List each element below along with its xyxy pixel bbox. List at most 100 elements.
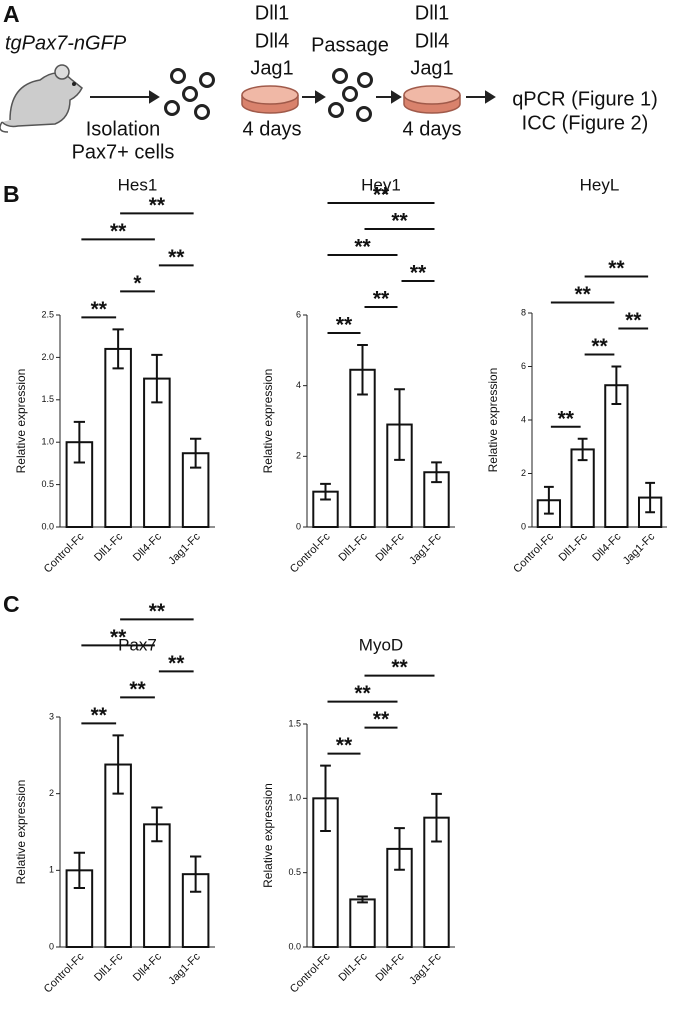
y-tick-label: 1.5 <box>41 394 54 404</box>
y-tick-label: 2 <box>49 788 54 798</box>
y-tick-label: 4 <box>296 380 301 390</box>
step-label: Pax7+ cells <box>72 141 175 163</box>
x-tick-label: Jag1-Fc <box>621 530 658 567</box>
significance-label: ** <box>91 298 108 321</box>
significance-label: ** <box>91 704 108 727</box>
bar <box>104 347 132 529</box>
x-tick-label: Dll1-Fc <box>337 950 370 983</box>
panel-label: B <box>3 181 20 207</box>
error-bar <box>151 806 163 843</box>
significance-label: ** <box>391 210 408 233</box>
step-label: Isolation <box>86 118 161 140</box>
bar <box>104 763 132 948</box>
error-bar <box>320 764 331 833</box>
error-bar <box>320 482 331 501</box>
chart-title: HeyL <box>580 175 620 194</box>
panel-label: C <box>3 591 20 617</box>
significance-label: ** <box>168 652 185 675</box>
significance-label: * <box>133 272 142 295</box>
error-bar <box>394 827 405 871</box>
x-tick-label: Dll4-Fc <box>590 530 623 563</box>
y-axis-label: Relative expression <box>261 369 275 474</box>
significance-label: ** <box>149 600 166 623</box>
error-bar <box>431 792 442 843</box>
y-tick-label: 3 <box>49 711 54 721</box>
chart: MyoD Relative expression 0.0 0.5 1.0 1.5 Contr… <box>261 635 455 995</box>
significance-label: ** <box>129 678 146 701</box>
ligand: Dll1 <box>255 2 289 24</box>
y-tick-label: 2 <box>521 468 526 478</box>
schematic: tgPax7-nGFP Isolation Pax7+ cells Dll1 D… <box>0 2 658 163</box>
ligand: Dll4 <box>255 30 289 52</box>
y-tick-label: 2.5 <box>41 309 54 319</box>
y-tick-label: 4 <box>521 414 526 424</box>
error-bar <box>611 365 622 405</box>
significance-label: ** <box>558 407 575 430</box>
bar <box>349 898 376 949</box>
dishes <box>241 85 461 114</box>
x-tick-label: Dll1-Fc <box>92 530 125 563</box>
x-tick-label: Dll4-Fc <box>374 950 407 983</box>
error-bar <box>73 420 86 464</box>
y-tick-label: 1.5 <box>288 718 301 728</box>
x-tick-label: Control-Fc <box>288 950 333 995</box>
chart-title: Hes1 <box>118 175 158 194</box>
significance-label: ** <box>354 236 371 259</box>
error-bar <box>394 388 405 461</box>
x-tick-label: Control-Fc <box>288 530 333 575</box>
cells <box>164 68 373 122</box>
significance-label: ** <box>110 626 127 649</box>
x-tick-label: Dll1-Fc <box>337 530 370 563</box>
error-bar <box>357 344 368 396</box>
y-tick-label: 1.0 <box>41 437 54 447</box>
y-tick-label: 0.0 <box>41 521 54 531</box>
panel-label: A <box>3 1 20 27</box>
y-tick-label: 2.0 <box>41 352 54 362</box>
y-tick-label: 1.0 <box>288 793 301 803</box>
y-tick-label: 0 <box>49 941 54 951</box>
x-tick-label: Control-Fc <box>42 530 87 575</box>
error-bar <box>151 353 163 404</box>
significance-label: ** <box>608 257 625 280</box>
mouse-icon <box>0 64 83 133</box>
readout: ICC (Figure 2) <box>522 112 649 134</box>
significance-label: ** <box>591 335 608 358</box>
y-axis-label: Relative expression <box>14 369 28 474</box>
chart: Hes1 Relative expression 0.0 0.5 1.0 1.5 2.0 2.… <box>14 175 215 575</box>
readout: qPCR (Figure 1) <box>512 88 658 110</box>
duration: 4 days <box>403 118 462 140</box>
x-tick-label: Dll4-Fc <box>131 530 164 563</box>
chart-title: MyoD <box>359 635 403 654</box>
y-tick-label: 0 <box>521 521 526 531</box>
y-tick-label: 0 <box>296 521 301 531</box>
x-tick-label: Jag1-Fc <box>407 530 444 567</box>
significance-label: ** <box>336 314 353 337</box>
error-bar <box>645 481 656 514</box>
chart-title: Hey1 <box>361 175 401 194</box>
y-tick-label: 8 <box>521 307 526 317</box>
significance-label: ** <box>373 288 390 311</box>
x-tick-label: Jag1-Fc <box>407 950 444 987</box>
significance-label: ** <box>373 184 390 207</box>
x-tick-label: Dll1-Fc <box>557 530 590 563</box>
error-bar <box>543 485 554 515</box>
x-tick-label: Jag1-Fc <box>166 950 203 987</box>
error-bar <box>357 895 368 904</box>
error-bar <box>189 437 202 469</box>
ligand: Jag1 <box>250 57 293 79</box>
y-tick-label: 6 <box>296 309 301 319</box>
bar <box>604 384 629 528</box>
y-tick-label: 1 <box>49 865 54 875</box>
ligand: Jag1 <box>410 57 453 79</box>
significance-label: ** <box>110 220 127 243</box>
mouse-label: tgPax7-nGFP <box>5 32 127 54</box>
significance-label: ** <box>354 682 371 705</box>
arrows <box>90 90 496 104</box>
x-tick-label: Dll1-Fc <box>92 950 125 983</box>
significance-label: ** <box>336 734 353 757</box>
y-axis-label: Relative expression <box>486 368 500 473</box>
x-tick-label: Dll4-Fc <box>374 530 407 563</box>
x-tick-label: Control-Fc <box>42 950 87 995</box>
